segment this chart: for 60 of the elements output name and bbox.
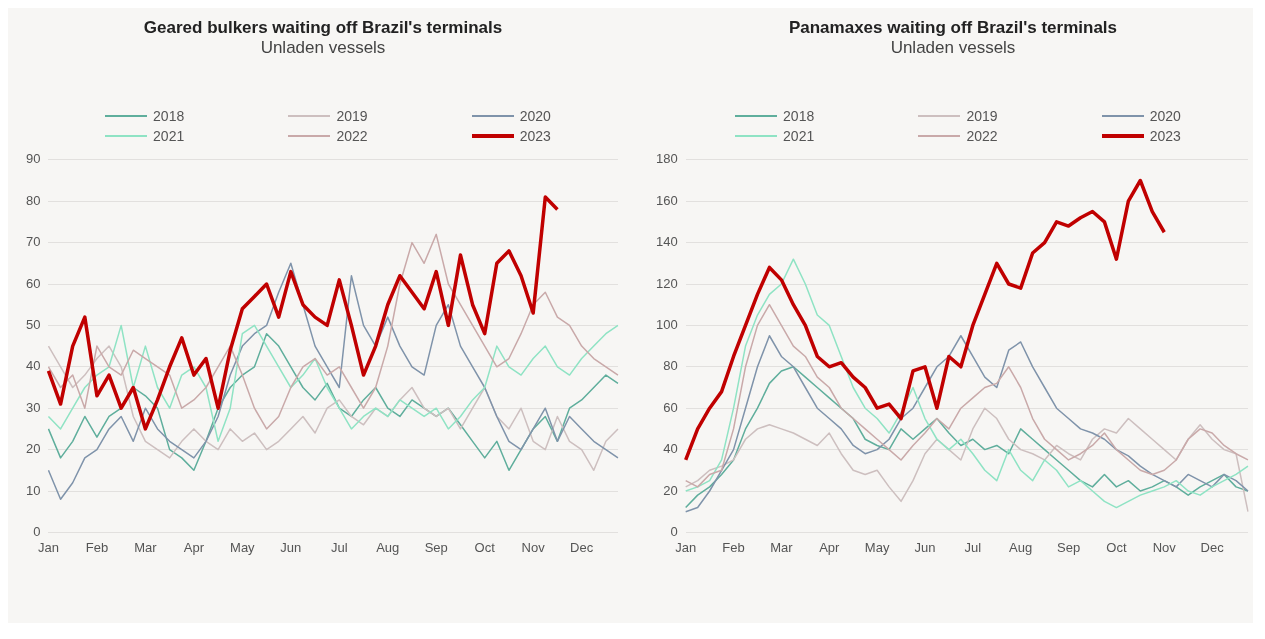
x-tick-label: Mar (134, 539, 158, 555)
chart-title: Geared bulkers waiting off Brazil's terminals (142, 18, 504, 38)
legend-label: 2023 (1149, 128, 1181, 144)
y-tick-label: 50 (25, 316, 41, 332)
x-tick-label: Nov (1152, 539, 1177, 555)
x-tick-label: Sep (424, 539, 448, 555)
legend-label: 2018 (153, 108, 185, 124)
x-tick-label: Oct (474, 539, 496, 555)
x-tick-label: Apr (183, 539, 205, 555)
y-tick-label: 140 (655, 234, 678, 250)
x-tick-label: Jul (964, 539, 982, 555)
x-tick-label: Jun (914, 539, 936, 555)
y-tick-label: 20 (25, 441, 41, 457)
x-tick-label: Sep (1056, 539, 1081, 555)
legend-label: 2022 (336, 128, 368, 144)
x-tick-label: Dec (1200, 539, 1225, 555)
x-tick-label: Dec (570, 539, 594, 555)
y-tick-label: 40 (25, 358, 41, 374)
y-tick-label: 160 (655, 192, 678, 208)
y-tick-label: 0 (670, 523, 678, 539)
chart-title: Panamaxes waiting off Brazil's terminals (787, 18, 1119, 38)
x-tick-label: May (230, 539, 256, 555)
y-tick-label: 100 (655, 316, 678, 332)
legend-label: 2020 (519, 108, 551, 124)
y-tick-label: 80 (25, 192, 41, 208)
y-tick-label: 60 (25, 275, 41, 291)
y-tick-label: 90 (25, 151, 41, 167)
x-tick-label: Jul (330, 539, 348, 555)
legend-label: 2021 (153, 128, 185, 144)
legend-label: 2023 (519, 128, 551, 144)
x-tick-label: Jan (37, 539, 59, 555)
x-tick-label: Oct (1106, 539, 1127, 555)
y-tick-label: 40 (663, 441, 678, 457)
legend-label: 2022 (966, 128, 998, 144)
y-tick-label: 10 (25, 482, 41, 498)
y-tick-label: 180 (655, 151, 678, 167)
x-tick-label: Feb (722, 539, 745, 555)
legend-label: 2018 (783, 108, 815, 124)
x-tick-label: Aug (376, 539, 400, 555)
x-tick-label: Feb (85, 539, 109, 555)
y-tick-label: 70 (25, 234, 41, 250)
legend-label: 2019 (336, 108, 368, 124)
chart-subtitle: Unladen vessels (889, 38, 1017, 58)
x-tick-label: Aug (1009, 539, 1033, 555)
y-tick-label: 60 (663, 399, 678, 415)
x-tick-label: Mar (770, 539, 794, 555)
y-tick-label: 0 (33, 523, 41, 539)
y-tick-label: 120 (655, 275, 678, 291)
x-tick-label: Apr (819, 539, 841, 555)
y-tick-label: 20 (663, 482, 678, 498)
legend-label: 2020 (1149, 108, 1181, 124)
legend-label: 2019 (966, 108, 998, 124)
x-tick-label: Jan (675, 539, 697, 555)
y-tick-label: 80 (663, 358, 678, 374)
chart-subtitle: Unladen vessels (259, 38, 387, 58)
y-tick-label: 30 (25, 399, 41, 415)
x-tick-label: Jun (280, 539, 302, 555)
x-tick-label: May (864, 539, 890, 555)
legend-label: 2021 (783, 128, 815, 144)
x-tick-label: Nov (521, 539, 546, 555)
